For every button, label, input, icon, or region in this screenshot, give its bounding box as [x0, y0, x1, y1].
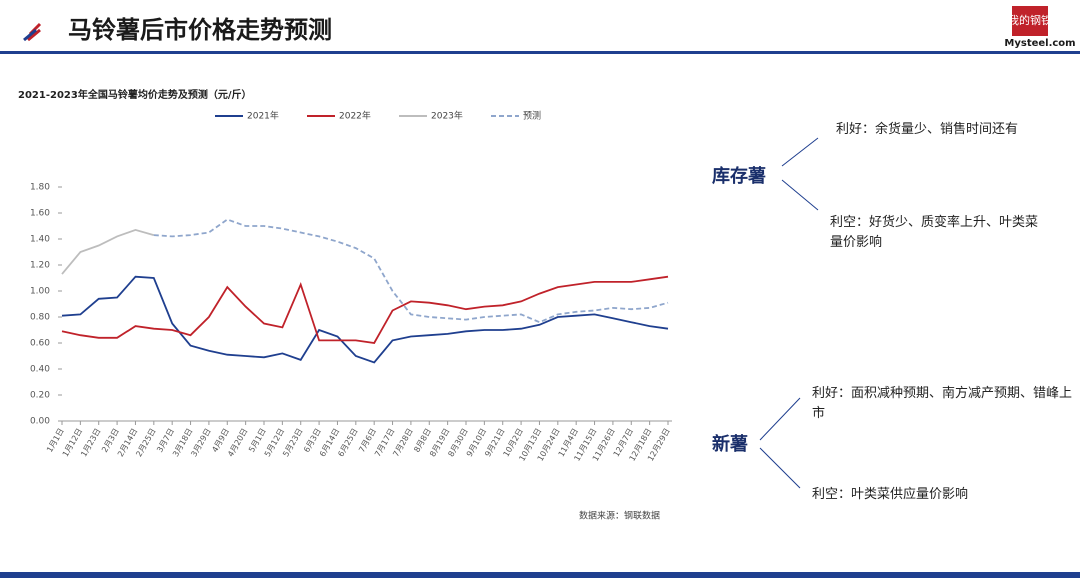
footer-bar	[0, 572, 1080, 578]
header-rule	[0, 51, 1080, 54]
y-tick-label: 1.80	[30, 183, 50, 193]
icon	[23, 28, 37, 42]
series-line	[61, 275, 669, 364]
series-line	[61, 228, 155, 275]
source: 数据来源：钢联数据	[579, 510, 660, 522]
stock-good: 利好：余货量少、销售时间还有	[836, 122, 1019, 137]
y-tick-label: 0.60	[30, 339, 50, 349]
y-tick-label: 1.60	[30, 209, 50, 219]
stock-label: 库存薯	[712, 166, 766, 187]
chart-title: 2021-2023年全国马铃薯均价走势及预测（元/斤）	[18, 88, 251, 101]
legend-label: 2023年	[431, 110, 463, 122]
new-bad: 利空：叶类菜供应量价影响	[812, 487, 969, 502]
arrows	[759, 137, 819, 489]
y-tick-label: 1.20	[30, 261, 50, 271]
y-tick-label: 1.40	[30, 235, 50, 245]
y-tick-label: 0.20	[30, 391, 50, 401]
new-good: 利好：面积减种预期、南方减产预期、错峰上市	[812, 386, 1073, 421]
legend-label: 2021年	[247, 110, 279, 122]
logo-top: 我的钢铁	[1008, 13, 1052, 27]
y-tick-label: 1.00	[30, 287, 50, 297]
logo-box	[1012, 6, 1048, 36]
series-line	[153, 218, 669, 324]
legend-label: 2022年	[339, 110, 371, 122]
series-line	[61, 275, 669, 344]
new-label: 新薯	[712, 434, 748, 455]
y-tick-label: 0.00	[30, 417, 50, 427]
stock-bad: 利空：好货少、质变率上升、叶类菜量价影响	[830, 215, 1039, 250]
y-tick-label: 0.80	[30, 313, 50, 323]
legend-label: 预测	[523, 111, 541, 122]
y-tick-label: 0.40	[30, 365, 50, 375]
logo-bottom: Mysteel.com	[1004, 38, 1075, 49]
slide-title: 马铃薯后市价格走势预测	[68, 16, 332, 44]
